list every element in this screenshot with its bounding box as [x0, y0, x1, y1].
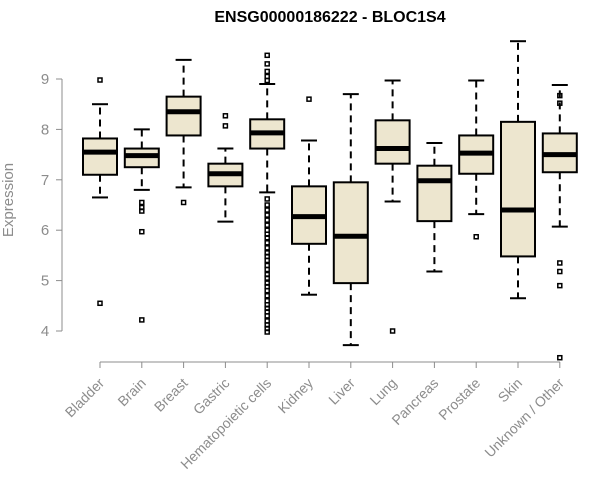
box-gastric	[207, 113, 244, 223]
y-tick-label: 6	[41, 222, 49, 239]
outlier-point	[473, 234, 479, 240]
outlier-point	[222, 113, 229, 119]
boxes-group	[82, 40, 578, 361]
outlier-point	[389, 328, 396, 334]
outlier-point	[264, 207, 270, 213]
y-tick-label: 9	[41, 71, 49, 88]
outlier-point	[264, 217, 270, 223]
x-tick-label: Breast	[151, 375, 191, 415]
box-rect	[332, 181, 369, 285]
outlier-point	[139, 317, 145, 323]
box-rect	[82, 137, 118, 176]
y-tick-label: 4	[41, 323, 49, 340]
outlier-point	[557, 260, 563, 266]
box-skin	[500, 40, 536, 300]
outlier-point	[139, 228, 145, 235]
outlier-point	[264, 313, 270, 319]
box-pancreas	[416, 142, 453, 273]
outlier-point	[264, 240, 270, 246]
x-tick-label: Kidney	[275, 375, 317, 417]
x-tick-label: Unknown / Other	[481, 375, 567, 461]
box-rect	[416, 164, 453, 223]
box-lung	[374, 79, 411, 334]
outlier-point	[139, 208, 145, 214]
outlier-point	[264, 52, 270, 59]
box-rect	[165, 95, 202, 137]
outlier-point	[264, 212, 270, 218]
box-brain	[123, 128, 160, 323]
outlier-point	[264, 196, 270, 202]
box-rect	[374, 119, 411, 165]
outlier-point	[264, 68, 270, 75]
box-prostate	[458, 79, 495, 240]
y-axis: 4 5 6 7 8 9	[41, 71, 63, 340]
x-tick-label: Skin	[495, 375, 526, 406]
outlier-point	[264, 222, 270, 228]
y-tick-label: 5	[41, 273, 49, 290]
outlier-point	[557, 100, 563, 106]
outlier-point	[180, 199, 187, 206]
outlier-point	[97, 77, 103, 83]
outlier-point	[264, 235, 270, 241]
outlier-point	[557, 354, 563, 361]
outlier-point	[264, 61, 270, 67]
y-tick-label: 7	[41, 172, 49, 189]
outlier-point	[557, 92, 563, 99]
outlier-point	[557, 268, 563, 275]
box-breast	[165, 58, 202, 206]
outlier-point	[264, 287, 270, 294]
box-rect	[500, 120, 536, 258]
x-tick-label: Bladder	[62, 375, 108, 421]
outlier-point	[264, 329, 270, 335]
outlier-point	[264, 77, 270, 84]
outlier-point	[306, 96, 312, 102]
outlier-point	[139, 199, 145, 206]
chart-title: ENSG00000186222 - BLOC1S4	[214, 9, 445, 26]
box-liver	[332, 93, 369, 347]
box-hematopoietic-cells	[249, 52, 286, 335]
outlier-point	[222, 123, 229, 129]
box-unknown-other	[541, 84, 578, 361]
outlier-point	[264, 202, 270, 208]
y-axis-label: Expression	[0, 163, 17, 237]
outlier-point	[264, 257, 270, 264]
x-tick-label: Lung	[366, 375, 399, 408]
outlier-point	[264, 275, 270, 281]
outlier-point	[97, 300, 103, 307]
x-tick-label: Brain	[114, 375, 148, 409]
x-tick-label: Prostate	[435, 375, 483, 423]
y-tick-label: 8	[41, 121, 49, 138]
outlier-point	[264, 266, 270, 273]
outlier-point	[557, 282, 563, 289]
box-bladder	[82, 77, 118, 307]
box-kidney	[291, 96, 327, 296]
x-tick-label: Liver	[325, 375, 358, 408]
outlier-point	[264, 292, 270, 299]
outlier-point	[264, 245, 270, 251]
